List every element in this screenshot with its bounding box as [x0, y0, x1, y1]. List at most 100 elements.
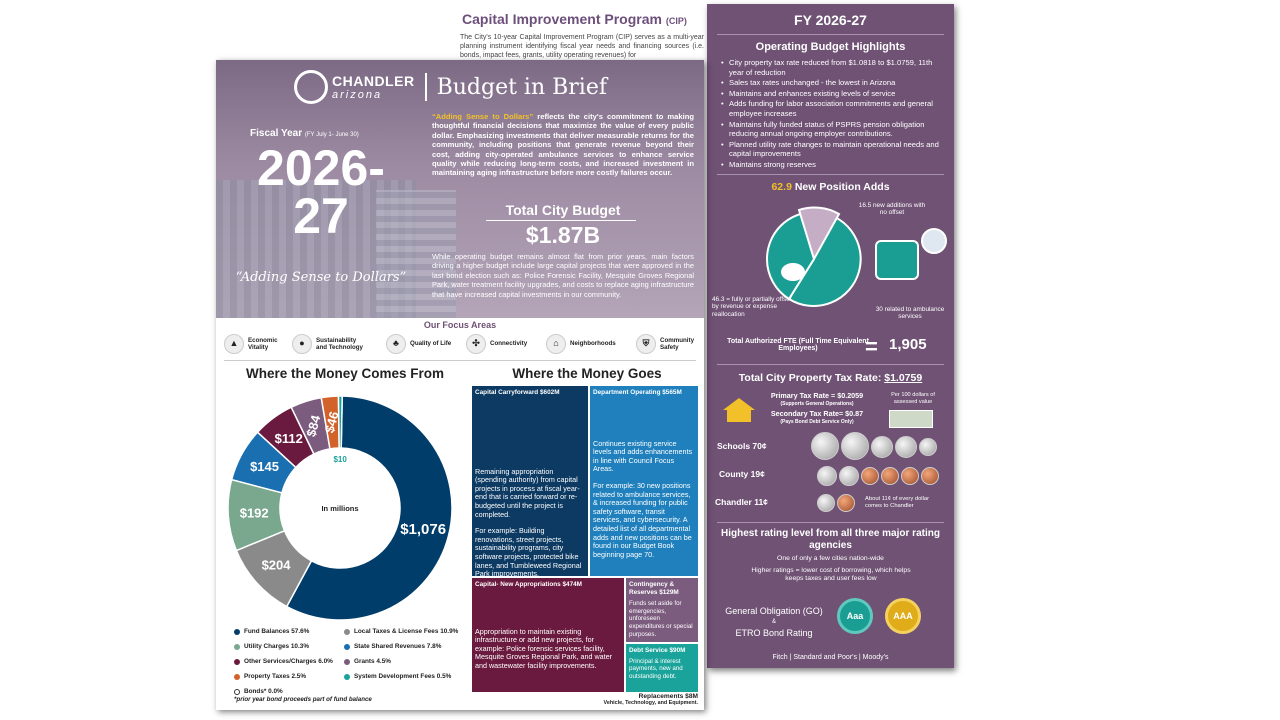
donut-value-label: $204 — [262, 557, 292, 572]
tile-department-operating: Department Operating $565M Continues exi… — [590, 386, 698, 576]
legend-item: Utility Charges 10.3% — [234, 643, 309, 650]
legend-label: Fund Balances 57.6% — [244, 628, 310, 635]
budget-in-brief-page: CHANDLER arizona Budget in Brief Fiscal … — [216, 60, 704, 710]
pos-offset-note: 46.3 = fully or partially offset by reve… — [712, 296, 792, 318]
legend-item: Bonds* 0.0% — [234, 688, 283, 695]
quality-of-life-icon: ♣ — [386, 334, 406, 354]
cip-page: Capital Improvement Program (CIP) The Ci… — [458, 8, 704, 68]
legend-swatch — [234, 643, 240, 650]
rating-sub2: Higher ratings = lower cost of borrowing… — [751, 567, 911, 582]
schools-label: Schools 70¢ — [717, 441, 767, 451]
legend-swatch — [344, 628, 350, 635]
legend-item: Fund Balances 57.6% — [234, 628, 309, 635]
highlight-item: Sales tax rates unchanged - the lowest i… — [721, 78, 944, 88]
aaa-ribbon-icon: Aaa — [837, 598, 873, 634]
property-tax-title: Total City Property Tax Rate: $1.0759 — [738, 372, 923, 384]
pos-ambulance-note: 30 related to ambulance services — [875, 306, 945, 321]
legend-item: Local Taxes & License Fees 10.9% — [344, 628, 458, 635]
money-goes-title: Where the Money Goes — [512, 366, 662, 381]
donut-center-label: In millions — [321, 504, 358, 513]
rating-sub1: One of only a few cities nation-wide — [777, 555, 884, 562]
intro-blurb: “Adding Sense to Dollars” reflects the c… — [432, 112, 694, 178]
divider — [717, 173, 944, 175]
divider — [486, 220, 636, 221]
total-budget-value: $1.87B — [525, 222, 601, 248]
hero-banner: CHANDLER arizona Budget in Brief Fiscal … — [216, 60, 704, 318]
legend-label: System Development Fees 0.5% — [354, 673, 452, 680]
tile-debt-service: Debt Service $90M Principal & interest p… — [626, 644, 698, 692]
fte-equals: = — [865, 334, 878, 359]
doc-title: Budget in Brief — [436, 74, 607, 100]
pie-slice-new — [797, 206, 841, 262]
donut-value-label: $84 — [303, 413, 323, 439]
fire-badge-icon — [921, 228, 947, 254]
donut-value-label: $112 — [275, 431, 303, 446]
house-icon — [723, 398, 755, 424]
focus-community-safety: ⛨ Community Safety — [636, 334, 694, 354]
legend-item: State Shared Revenues 7.8% — [344, 643, 441, 650]
coin-icon — [861, 467, 879, 485]
coin-icon — [811, 432, 839, 460]
tile-capital-new: Capital- New Appropriations $474M Approp… — [472, 578, 624, 692]
tile-contingency: Contingency & Reserves $129M Funds set a… — [626, 578, 698, 642]
aaa-ribbon-icon: AAA — [885, 598, 921, 634]
divider — [717, 34, 944, 35]
highlight-item: Maintains and enhances existing levels o… — [721, 89, 944, 99]
legend-label: Grants 4.5% — [354, 658, 391, 665]
highlight-item: Planned utility rate changes to maintain… — [721, 140, 944, 159]
tile-capital-carryforward: Capital Carryforward $602M Remaining app… — [472, 386, 588, 578]
fte-label: Total Authorized FTE (Full Time Equivale… — [727, 338, 869, 352]
brand-state: arizona — [332, 89, 383, 101]
rating-title: Highest rating level from all three majo… — [721, 528, 940, 551]
coin-icon — [871, 436, 893, 458]
fte-value: 1,905 — [889, 336, 927, 353]
chandler-logo: CHANDLER arizona Budget in Brief — [294, 70, 607, 104]
fy-title: FY 2026-27 — [794, 12, 867, 28]
pos-new-note: 16.5 new additions with no offset — [858, 202, 926, 217]
highlight-item: Maintains fully funded status of PSPRS p… — [721, 120, 944, 139]
coin-icon — [919, 438, 937, 456]
focus-connectivity: ✣ Connectivity — [466, 334, 527, 354]
tagline: “Adding Sense to Dollars” — [235, 270, 407, 285]
legend-item: Property Taxes 2.5% — [234, 673, 306, 680]
legend-swatch — [234, 628, 240, 635]
coin-icon — [895, 436, 917, 458]
bond-rating-label: General Obligation (GO) & ETRO Bond Rating — [725, 606, 823, 638]
highlight-item: City property tax rate reduced from $1.0… — [721, 58, 944, 77]
legend-item: Other Services/Charges 6.0% — [234, 658, 333, 665]
focus-economic: ▲ Economic Vitality — [224, 334, 278, 354]
divider — [717, 364, 944, 365]
donut-value-label: $192 — [240, 506, 269, 521]
legend-swatch — [344, 658, 350, 665]
coin-icon — [817, 466, 837, 486]
legend-label: Utility Charges 10.3% — [244, 643, 309, 650]
coin-icon — [837, 494, 855, 512]
coin-icon — [841, 432, 869, 460]
economic-vitality-icon: ▲ — [224, 334, 244, 354]
legend-label: Bonds* 0.0% — [244, 688, 283, 695]
total-budget-label: Total City Budget — [505, 202, 621, 218]
divider — [224, 360, 696, 361]
coin-icon — [921, 467, 939, 485]
divider — [717, 522, 944, 523]
rating-agencies: Fitch | Standard and Poor's | Moody's — [772, 654, 889, 661]
fy-highlights-page: FY 2026-27 Operating Budget Highlights C… — [707, 4, 954, 668]
coin-icon — [881, 467, 899, 485]
building-photo — [376, 190, 456, 318]
legend-item: System Development Fees 0.5% — [344, 673, 451, 680]
donut-value-label: $145 — [250, 459, 279, 474]
coin-icon — [901, 467, 919, 485]
position-pie — [765, 206, 862, 307]
legend-label: Local Taxes & License Fees 10.9% — [354, 628, 459, 635]
legend-swatch — [234, 673, 240, 680]
chandler-note: About 11¢ of every dollar comes to Chand… — [865, 496, 930, 510]
legend-swatch — [344, 673, 350, 680]
per-100-note: Per 100 dollars of assessed value — [891, 392, 935, 406]
position-adds-title: 62.9 New Position Adds — [771, 180, 890, 193]
focus-areas-title: Our Focus Areas — [423, 320, 497, 330]
budget-drivers: While operating budget remains almost fl… — [432, 252, 694, 299]
divider — [424, 73, 427, 101]
fiscal-year-label: Fiscal Year (FY July 1- June 30) — [250, 128, 359, 139]
ambulance-icon — [875, 240, 919, 280]
focus-neighborhoods: ⌂ Neighborhoods — [546, 334, 616, 354]
